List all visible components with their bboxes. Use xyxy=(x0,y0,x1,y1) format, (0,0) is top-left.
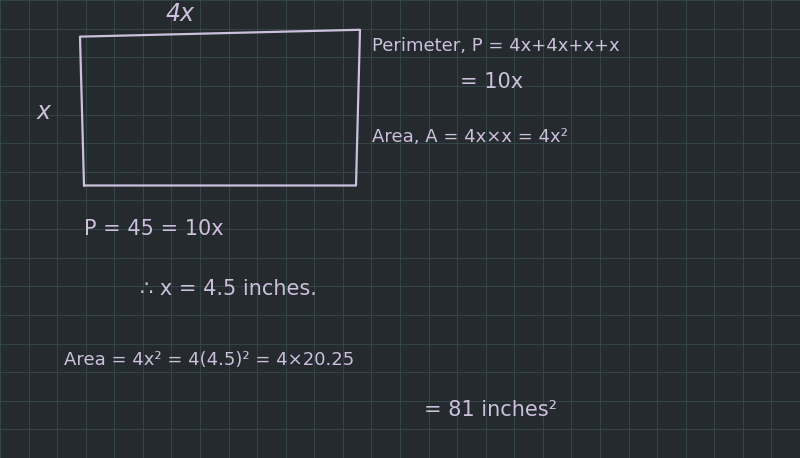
Text: Area = 4x² = 4(4.5)² = 4×20.25: Area = 4x² = 4(4.5)² = 4×20.25 xyxy=(64,350,354,369)
Text: x: x xyxy=(37,100,51,124)
Text: 4x: 4x xyxy=(166,2,194,26)
Text: = 81 inches²: = 81 inches² xyxy=(424,400,557,420)
Text: = 10x: = 10x xyxy=(460,72,523,93)
Text: P = 45 = 10x: P = 45 = 10x xyxy=(84,219,224,239)
Text: ∴ x = 4.5 inches.: ∴ x = 4.5 inches. xyxy=(140,278,317,299)
Text: Perimeter, P = 4x+4x+x+x: Perimeter, P = 4x+4x+x+x xyxy=(372,37,620,55)
Text: Area, A = 4x×x = 4x²: Area, A = 4x×x = 4x² xyxy=(372,128,568,147)
